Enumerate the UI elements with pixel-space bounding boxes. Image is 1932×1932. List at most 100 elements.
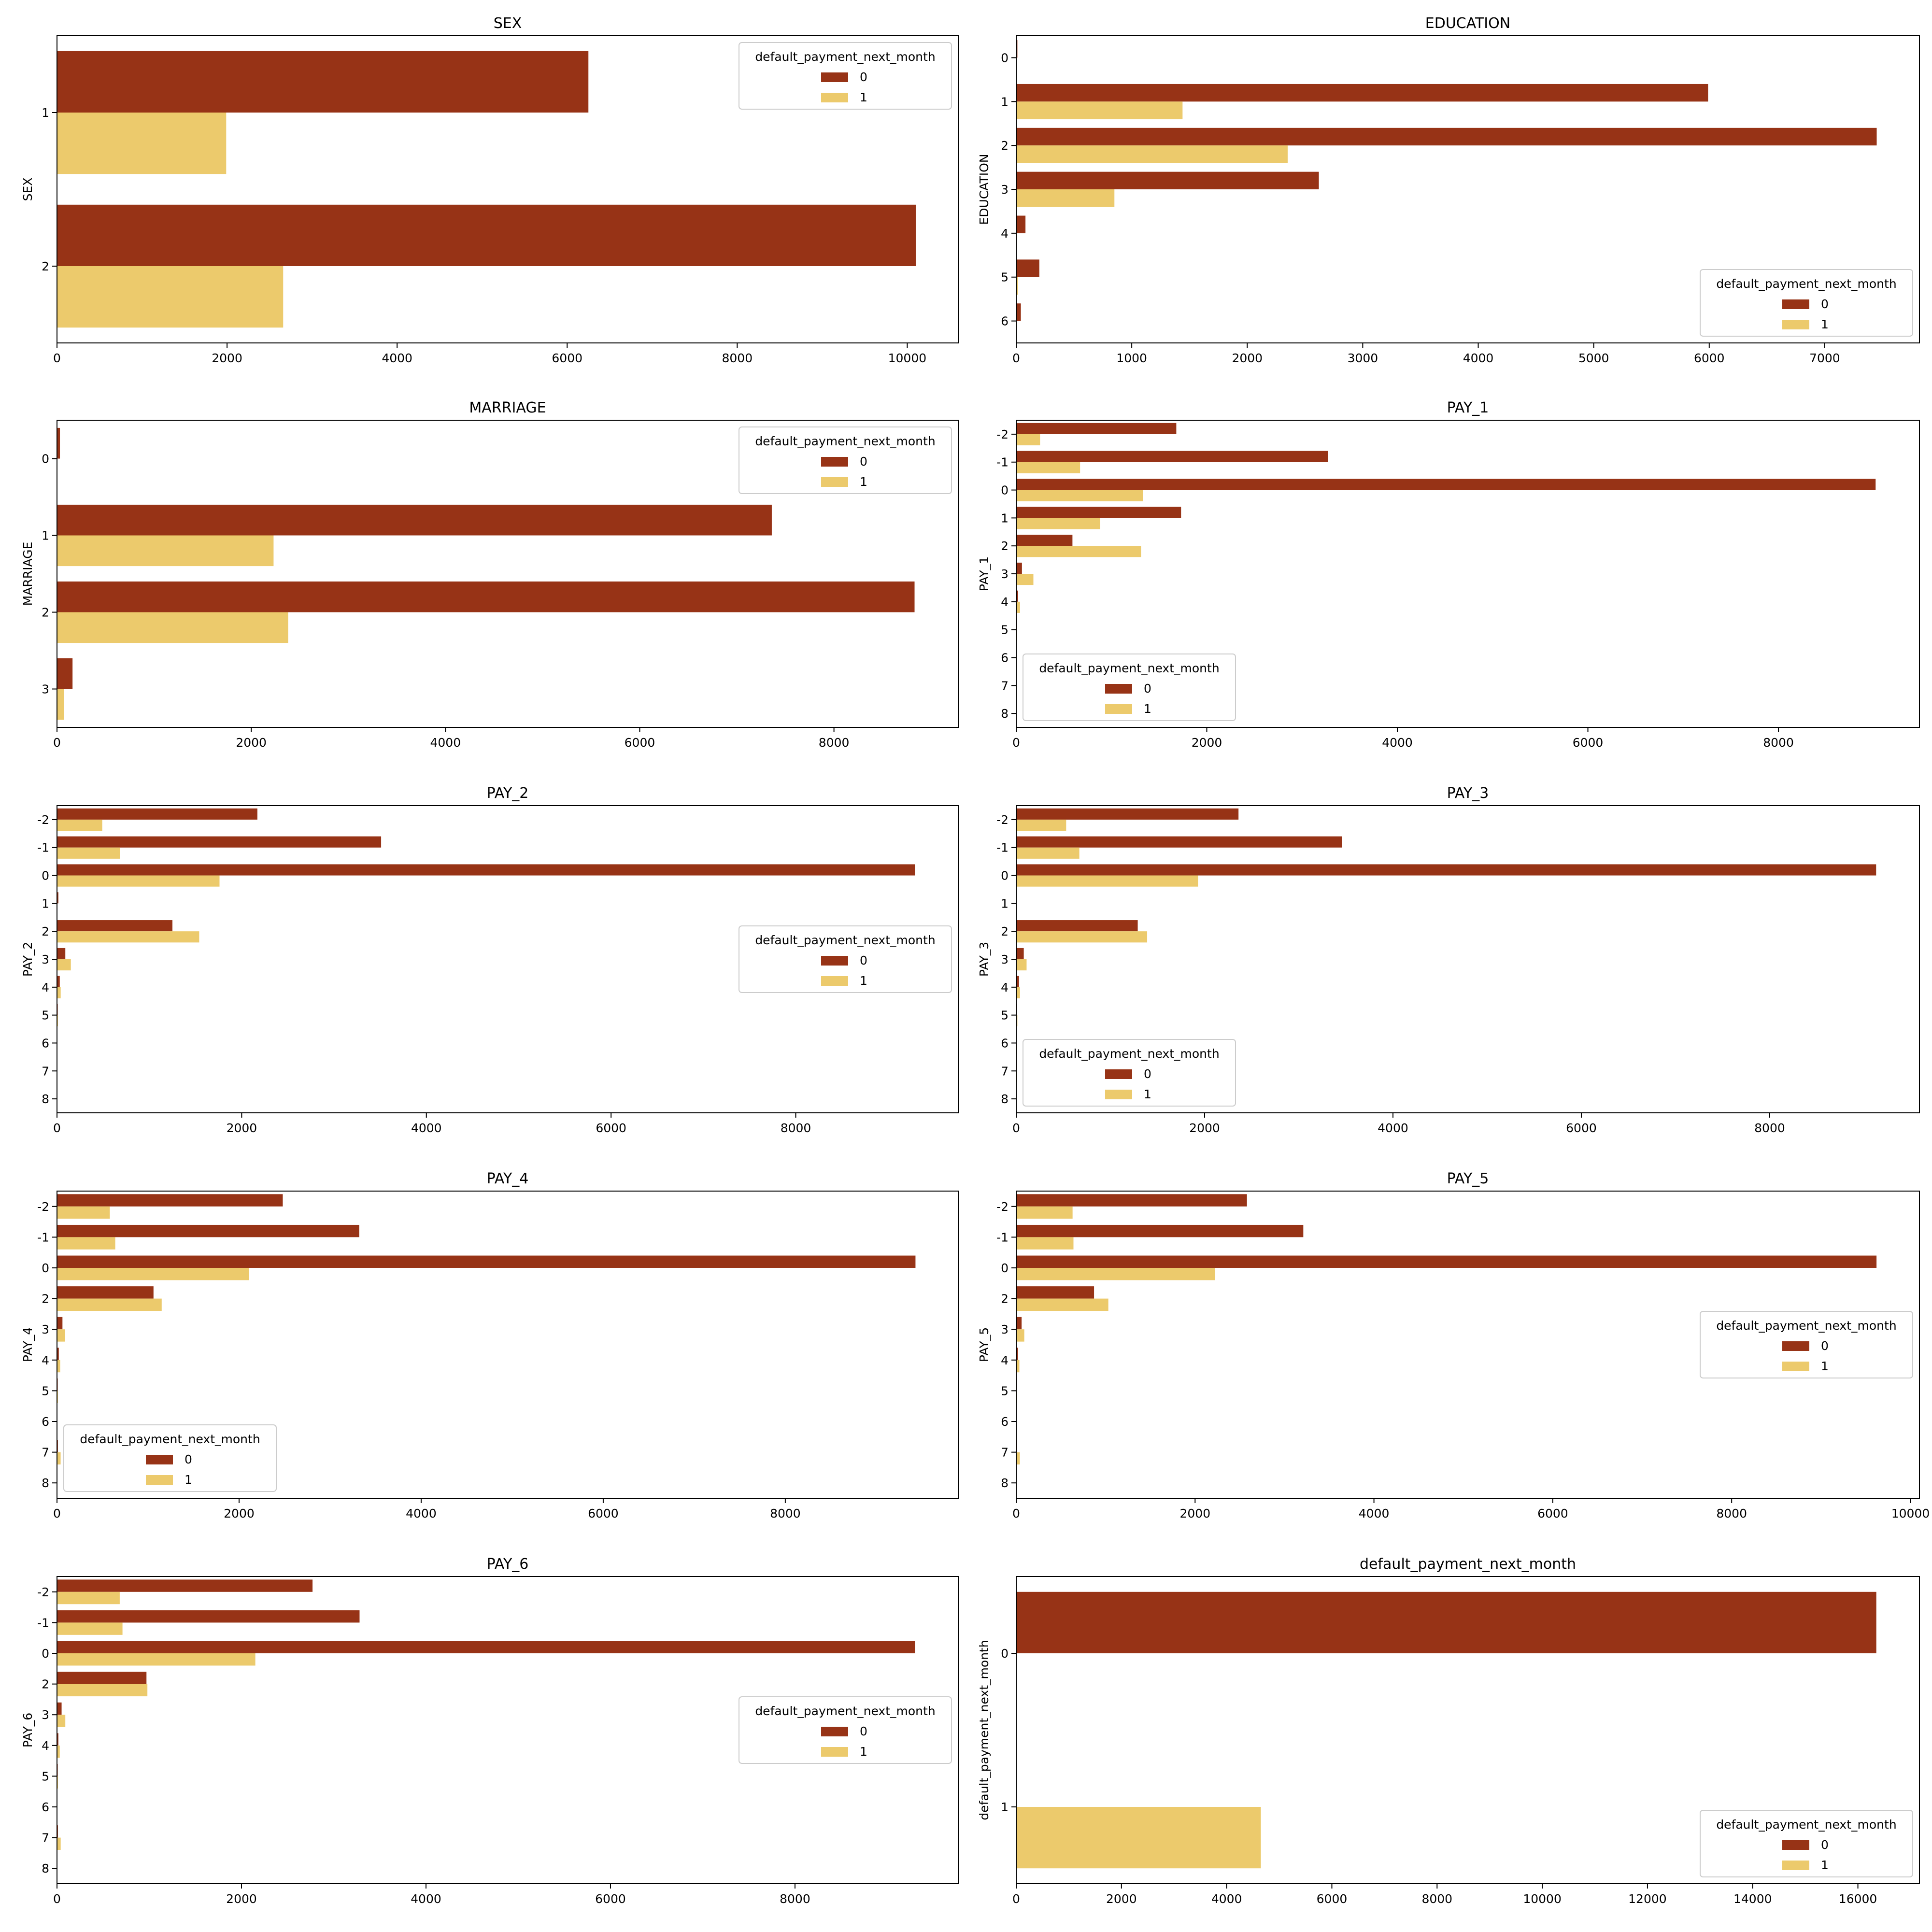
y-tick-label: 3	[1001, 952, 1009, 966]
y-tick-label: -1	[37, 1230, 49, 1244]
y-tick-label: 6	[42, 1800, 49, 1814]
bar-7-series-1	[57, 1452, 61, 1465]
legend-label-1: 1	[1821, 1359, 1829, 1373]
y-axis-label: PAY_3	[977, 942, 991, 977]
bar-0-series-0	[1016, 1591, 1876, 1653]
y-tick-label: 6	[1001, 1036, 1009, 1050]
legend-label-1: 1	[860, 974, 867, 988]
bar-0-series-0	[57, 427, 60, 459]
y-tick-label: 2	[42, 259, 49, 273]
x-tick-label: 6000	[1537, 1506, 1568, 1520]
legend-swatch-1	[146, 1475, 173, 1485]
y-tick-label: 8	[42, 1861, 49, 1875]
bars	[57, 427, 915, 720]
x-tick-label: 6000	[1317, 1892, 1348, 1906]
x-tick-label: 10000	[1891, 1506, 1930, 1520]
x-tick-label: 0	[1012, 1892, 1020, 1906]
y-axis-label: PAY_2	[21, 942, 35, 977]
x-tick-label: 4000	[411, 1121, 442, 1135]
axes-frame	[57, 1191, 959, 1499]
x-tick-label: 2000	[212, 351, 242, 365]
y-tick-label: 5	[1001, 623, 1009, 637]
x-tick-label: 16000	[1839, 1892, 1877, 1906]
y-tick-label: 5	[1001, 1384, 1009, 1398]
legend-swatch-1	[821, 477, 848, 487]
bar-2-series-1	[1016, 145, 1288, 163]
bar-2-series-0	[1016, 535, 1073, 546]
x-tick-label: 0	[1012, 1121, 1020, 1135]
x-tick-label: 6000	[552, 351, 582, 365]
bar-3-series-1	[57, 959, 71, 971]
bar-2-series-1	[57, 1298, 162, 1311]
x-tick-label: 0	[53, 351, 61, 365]
legend-label-1: 1	[185, 1473, 192, 1487]
y-tick-label: 0	[1001, 869, 1009, 883]
bar-0-series-0	[57, 864, 915, 876]
legend-title: default_payment_next_month	[1039, 1047, 1219, 1061]
bar--1-series-1	[1016, 847, 1080, 859]
legend-title: default_payment_next_month	[1716, 277, 1896, 291]
bars	[1016, 423, 1876, 725]
bar-3-series-1	[57, 1715, 66, 1727]
y-tick-label: 7	[42, 1831, 49, 1845]
y-tick-label: 4	[1001, 595, 1009, 609]
x-tick-label: 8000	[1716, 1506, 1747, 1520]
bar-2-series-1	[1016, 931, 1148, 943]
x-tick-label: 2000	[236, 736, 267, 750]
y-tick-label: 1	[42, 896, 49, 910]
legend: default_payment_next_month 0 1	[739, 426, 952, 494]
bar-4-series-0	[1016, 590, 1018, 602]
bar-4-series-0	[1016, 215, 1026, 233]
bar--1-series-0	[1016, 451, 1328, 462]
y-tick-label: 8	[42, 1476, 49, 1490]
y-tick-label: 2	[1001, 139, 1009, 153]
bar-0-series-0	[1016, 864, 1876, 876]
bar-0-series-0	[57, 1641, 915, 1653]
x-tick-label: 8000	[780, 1892, 810, 1906]
bar-0-series-1	[57, 1653, 256, 1666]
bar-2-series-1	[57, 266, 284, 328]
y-tick-label: 0	[42, 452, 49, 466]
x-tick-label: 8000	[1763, 736, 1794, 750]
bar-0-series-0	[1016, 40, 1018, 58]
legend-title: default_payment_next_month	[1716, 1319, 1896, 1333]
bar-1-series-1	[1016, 101, 1183, 119]
y-tick-label: -1	[37, 1616, 49, 1630]
legend-title: default_payment_next_month	[755, 50, 935, 64]
y-tick-label: 4	[1001, 980, 1009, 994]
chart-title: SEX	[494, 15, 522, 32]
y-tick-label: 3	[42, 1322, 49, 1336]
bar--1-series-0	[57, 1224, 359, 1237]
subplot-7: PAY_5 0 2000 4000 6000 8000 10000 -2 -1 0 2 3 4 5 6 7 8 P…	[977, 1170, 1930, 1520]
x-tick-label: 2000	[1192, 736, 1222, 750]
y-axis-label: PAY_1	[977, 556, 991, 591]
x-tick-label: 4000	[1211, 1892, 1242, 1906]
legend-label-1: 1	[1821, 317, 1829, 331]
legend-swatch-1	[821, 1747, 848, 1757]
bar-2-series-0	[57, 1672, 147, 1684]
bar-2-series-0	[1016, 128, 1877, 146]
bar-5-series-1	[1016, 277, 1018, 295]
subplot-2: MARRIAGE 0 2000 4000 6000 8000 0 1 2 3 MARRIAGE def…	[21, 399, 959, 750]
y-tick-label: 1	[42, 529, 49, 543]
y-tick-label: 2	[1001, 1292, 1009, 1306]
bars	[1016, 1194, 1877, 1495]
x-tick-label: 2000	[1232, 351, 1263, 365]
bar-1-series-1	[1016, 518, 1100, 529]
bar--2-series-1	[1016, 1206, 1073, 1219]
bar-0-series-1	[57, 875, 220, 887]
chart-title: PAY_3	[1447, 785, 1489, 802]
y-tick-label: -2	[996, 813, 1009, 827]
legend-label-1: 1	[1144, 1087, 1151, 1101]
bar-3-series-0	[57, 658, 73, 689]
x-tick-label: 14000	[1733, 1892, 1772, 1906]
y-tick-label: 0	[42, 1647, 49, 1661]
y-tick-label: -1	[996, 841, 1009, 855]
legend-swatch-0	[821, 1727, 848, 1736]
bar-4-series-1	[57, 987, 61, 998]
x-tick-label: 0	[53, 1121, 61, 1135]
x-tick-label: 8000	[770, 1506, 801, 1520]
x-tick-label: 2000	[1179, 1506, 1210, 1520]
x-tick-label: 4000	[382, 351, 412, 365]
subplot-4: PAY_2 0 2000 4000 6000 8000 -2 -1 0 1 2 3 4 5 6 7 8 PAY_2…	[21, 785, 959, 1135]
